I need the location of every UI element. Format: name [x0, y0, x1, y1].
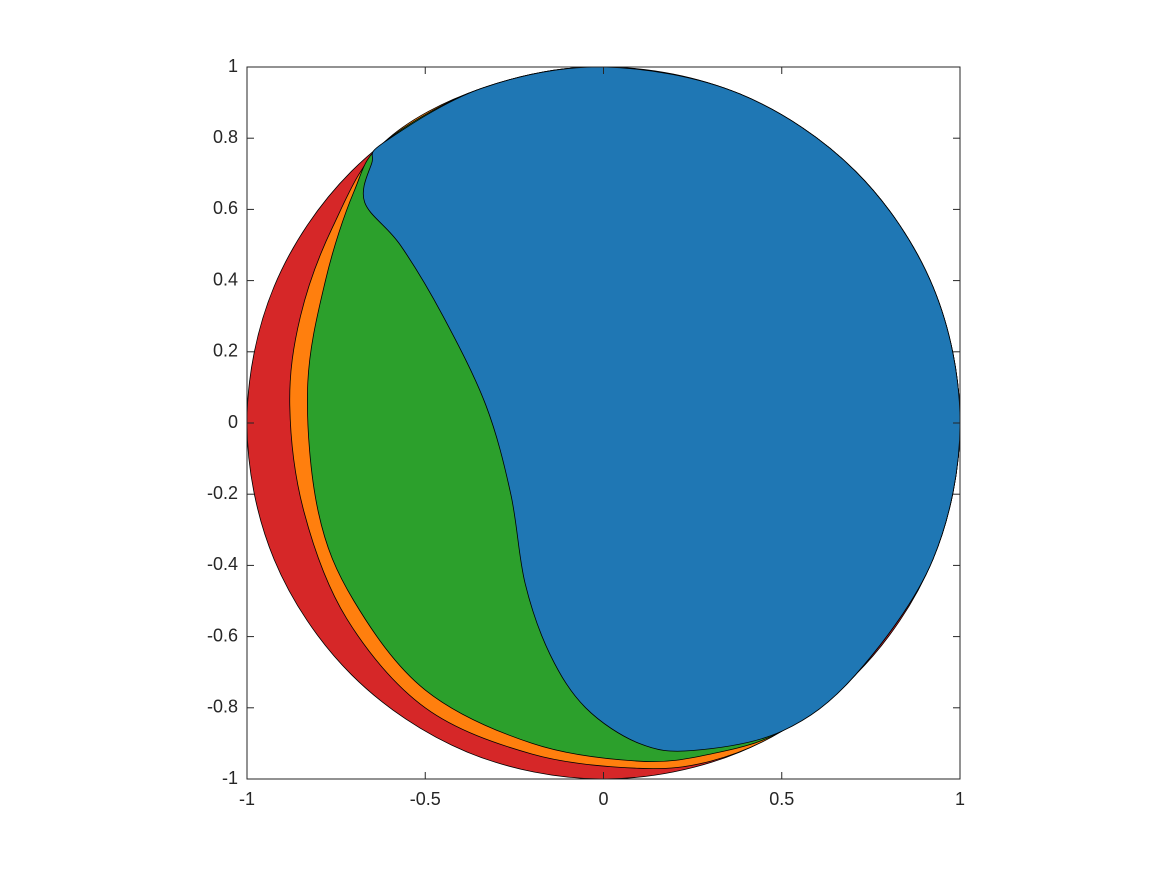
y-tick-label: -1	[222, 768, 238, 788]
y-tick-label: 1	[228, 56, 238, 76]
x-tick-label: 0	[598, 789, 608, 809]
x-tick-label: -0.5	[410, 789, 441, 809]
y-tick-label: -0.4	[207, 554, 238, 574]
y-tick-label: 0.4	[213, 269, 238, 289]
y-tick-label: 0.8	[213, 127, 238, 147]
x-tick-label: 0.5	[769, 789, 794, 809]
y-tick-label: -0.2	[207, 483, 238, 503]
y-tick-label: 0.6	[213, 198, 238, 218]
y-tick-label: 0.2	[213, 341, 238, 361]
x-tick-label: 1	[955, 789, 965, 809]
x-tick-label: -1	[239, 789, 255, 809]
y-tick-label: -0.8	[207, 697, 238, 717]
y-tick-label: -0.6	[207, 625, 238, 645]
y-tick-label: 0	[228, 412, 238, 432]
region	[362, 66, 961, 752]
